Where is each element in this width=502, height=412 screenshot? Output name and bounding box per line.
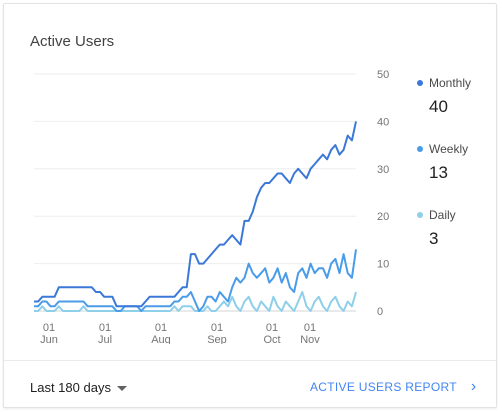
x-tick-day: 01 — [99, 322, 111, 334]
x-tick-day: 01 — [211, 322, 223, 334]
chevron-right-icon: › — [470, 378, 477, 395]
legend-label-daily: Daily — [429, 208, 456, 222]
legend-value-monthly: 40 — [429, 97, 448, 116]
series-line-monthly — [34, 121, 357, 308]
legend-value-weekly: 13 — [429, 163, 448, 182]
legend-item-weekly[interactable]: Weekly 13 — [417, 142, 497, 183]
x-tick-month: Nov — [300, 334, 320, 344]
legend-item-daily[interactable]: Daily 3 — [417, 208, 497, 249]
card-title: Active Users — [30, 33, 115, 50]
legend-swatch-monthly — [417, 80, 423, 86]
caret-down-icon — [116, 386, 127, 391]
date-range-dropdown[interactable]: Last 180 days — [30, 380, 127, 395]
y-tick-label: 40 — [377, 116, 389, 128]
y-tick-label: 50 — [377, 69, 389, 81]
legend-swatch-daily — [417, 212, 423, 218]
y-tick-label: 10 — [377, 259, 389, 271]
x-tick-day: 01 — [155, 322, 167, 334]
legend-value-daily: 3 — [429, 229, 439, 248]
x-tick-day: 01 — [304, 322, 316, 334]
series-line-weekly — [34, 249, 357, 312]
legend-swatch-weekly — [417, 146, 423, 152]
series-line-daily — [34, 291, 357, 312]
active-users-chart: 0102030405001Jun01Jul01Aug01Sep01Oct01No… — [34, 69, 389, 344]
date-range-label: Last 180 days — [30, 380, 111, 395]
active-users-card: Active Users 0 10 20 30 40 50 01 Jun 01 Jul 01 Aug 0… — [3, 3, 497, 408]
x-tick-month: Sep — [207, 334, 227, 344]
y-tick-label: 20 — [377, 211, 389, 223]
legend-item-monthly[interactable]: Monthly 40 — [417, 76, 497, 117]
x-tick-day: 01 — [266, 322, 278, 334]
x-tick-month: Oct — [263, 334, 280, 344]
x-tick-day: 01 — [43, 322, 55, 334]
active-users-report-link[interactable]: ACTIVE USERS REPORT › — [310, 378, 477, 395]
report-link-label: ACTIVE USERS REPORT — [310, 380, 457, 394]
x-tick-month: Jul — [98, 334, 112, 344]
x-tick-month: Jun — [40, 334, 58, 344]
y-tick-label: 0 — [377, 306, 383, 318]
footer-divider — [4, 360, 496, 361]
legend-label-weekly: Weekly — [429, 142, 469, 156]
legend-label-monthly: Monthly — [429, 76, 472, 90]
x-tick-month: Aug — [151, 334, 171, 344]
y-tick-label: 30 — [377, 164, 389, 176]
